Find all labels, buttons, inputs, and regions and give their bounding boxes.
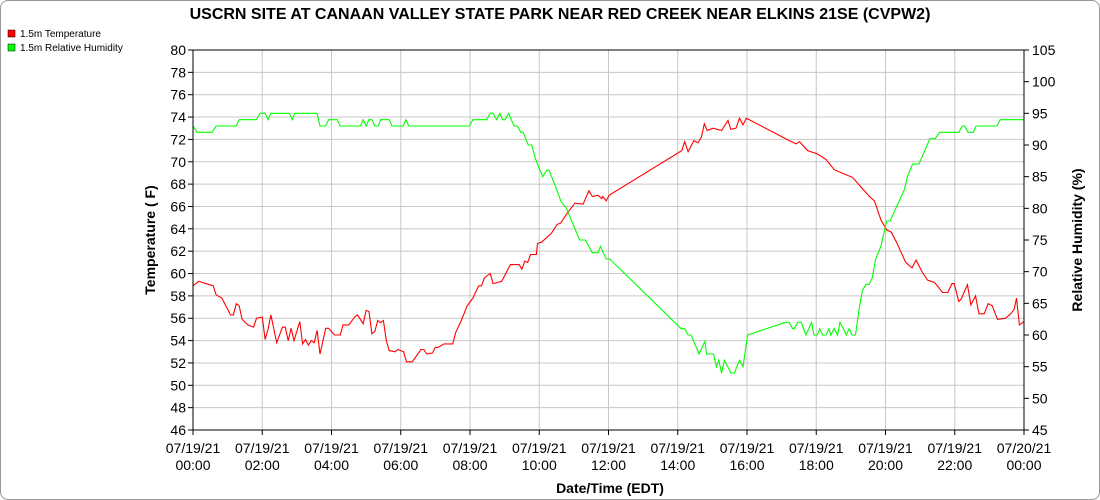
x-tick-label-date: 07/19/21 (235, 440, 290, 456)
y-left-tick-label: 56 (170, 310, 186, 326)
y-right-tick-label: 100 (1032, 74, 1056, 90)
x-tick-label-date: 07/19/21 (928, 440, 983, 456)
x-tick-label-date: 07/19/21 (443, 440, 498, 456)
y-left-tick-label: 72 (170, 131, 186, 147)
x-tick-label-time: 16:00 (729, 457, 764, 473)
x-tick-label-date: 07/19/21 (304, 440, 359, 456)
y-left-tick-label: 50 (170, 377, 186, 393)
y-right-tick-label: 70 (1032, 264, 1048, 280)
y-right-tick-label: 60 (1032, 327, 1048, 343)
x-tick-label-date: 07/19/21 (512, 440, 567, 456)
y-left-tick-label: 76 (170, 87, 186, 103)
temperature-line (192, 116, 1025, 363)
x-tick-label-date: 07/19/21 (858, 440, 913, 456)
legend-swatch-temperature (7, 29, 16, 38)
y-right-tick-label: 90 (1032, 137, 1048, 153)
plot-border (192, 49, 1025, 431)
x-tick-label-time: 00:00 (1006, 457, 1041, 473)
y-left-tick-label: 58 (170, 288, 186, 304)
y-right-tick-label: 85 (1032, 169, 1048, 185)
y-right-tick-label: 55 (1032, 359, 1048, 375)
x-tick-label-date: 07/19/21 (581, 440, 636, 456)
y-left-tick-label: 74 (170, 109, 186, 125)
legend-swatch-humidity (7, 43, 16, 52)
x-tick-label-time: 02:00 (245, 457, 280, 473)
x-tick-label-date: 07/19/21 (720, 440, 775, 456)
y-left-tick-label: 68 (170, 176, 186, 192)
y-left-tick-label: 60 (170, 266, 186, 282)
x-tick-label-time: 22:00 (937, 457, 972, 473)
x-tick-label-time: 08:00 (452, 457, 487, 473)
x-tick-label-time: 18:00 (799, 457, 834, 473)
x-tick-label-time: 12:00 (591, 457, 626, 473)
y-right-tick-label: 45 (1032, 422, 1048, 438)
x-tick-label-date: 07/19/21 (374, 440, 429, 456)
legend: 1.5m Temperature 1.5m Relative Humidity (7, 29, 123, 54)
legend-label-humidity: 1.5m Relative Humidity (20, 43, 123, 54)
chart-title: USCRN SITE AT CANAAN VALLEY STATE PARK N… (190, 6, 931, 23)
legend-label-temperature: 1.5m Temperature (20, 29, 101, 40)
x-tick-label-date: 07/19/21 (651, 440, 706, 456)
y-right-tick-label: 65 (1032, 295, 1048, 311)
x-tick-label-time: 20:00 (868, 457, 903, 473)
x-tick-label-time: 04:00 (314, 457, 349, 473)
y-left-tick-label: 48 (170, 400, 186, 416)
x-axis-label: Date/Time (EDT) (556, 480, 664, 496)
y-axis-right-label: Relative Humidity (%) (1069, 168, 1085, 311)
y-right-tick-label: 75 (1032, 232, 1048, 248)
y-left-tick-label: 52 (170, 355, 186, 371)
y-left-tick-label: 46 (170, 422, 186, 438)
series-lines (192, 111, 1025, 374)
x-tick-label-date: 07/20/21 (997, 440, 1052, 456)
y-left-tick-label: 80 (170, 42, 186, 58)
x-tick-label-time: 06:00 (383, 457, 418, 473)
x-tick-label-date: 07/19/21 (789, 440, 844, 456)
x-tick-label-time: 14:00 (660, 457, 695, 473)
y-axis-left-label: Temperature ( F) (142, 185, 158, 294)
y-left-tick-label: 54 (170, 333, 186, 349)
y-left-tick-label: 64 (170, 221, 186, 237)
y-right-tick-label: 50 (1032, 390, 1048, 406)
y-left-tick-label: 62 (170, 243, 186, 259)
y-right-tick-label: 105 (1032, 42, 1056, 58)
x-tick-label-date: 07/19/21 (166, 440, 221, 456)
x-tick-label-time: 10:00 (522, 457, 557, 473)
grid (192, 49, 1025, 431)
y-right-tick-label: 95 (1032, 105, 1048, 121)
y-right-tick-label: 80 (1032, 200, 1048, 216)
y-left-tick-label: 70 (170, 154, 186, 170)
axes: 46 48 50 52 54 56 58 60 62 64 66 68 70 72 74 76 78 80 45 50… (166, 42, 1056, 473)
y-left-tick-label: 78 (170, 64, 186, 80)
y-left-tick-label: 66 (170, 198, 186, 214)
humidity-line (192, 111, 1024, 374)
x-tick-label-time: 00:00 (175, 457, 210, 473)
